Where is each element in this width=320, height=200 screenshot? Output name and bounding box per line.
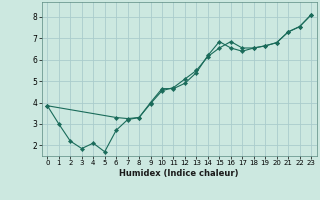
X-axis label: Humidex (Indice chaleur): Humidex (Indice chaleur) (119, 169, 239, 178)
